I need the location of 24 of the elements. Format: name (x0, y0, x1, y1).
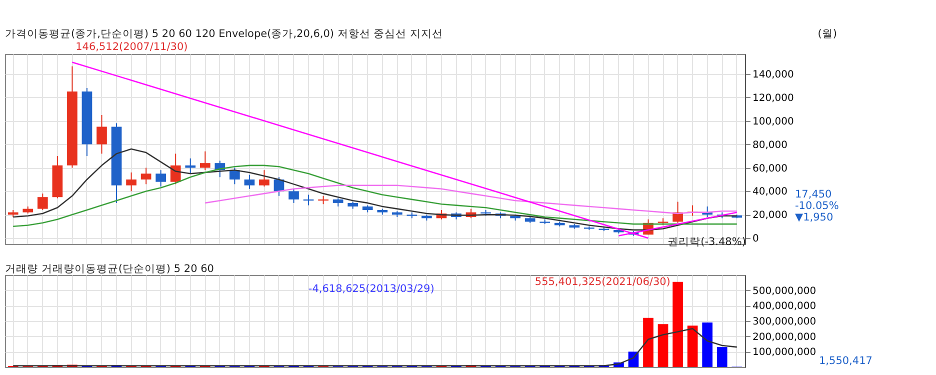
annotation: -4,618,625(2013/03/29) (308, 283, 434, 295)
y-tick-label: 20,000 (752, 210, 788, 222)
y-tick-label: 140,000 (752, 69, 794, 80)
text: (월) (818, 28, 837, 40)
text: -10.05% (795, 200, 839, 212)
y-tick-label: 120,000 (752, 92, 794, 104)
y-tick-label: 400,000,000 (752, 301, 816, 312)
text: ▼1,950 (795, 211, 834, 224)
text: 1,550,417 (819, 355, 872, 367)
text: 17,450 (795, 188, 832, 201)
y-tick-label: 100,000,000 (752, 347, 816, 358)
y-tick-label: 40,000 (752, 186, 788, 198)
text: 146,512(2007/11/30) (76, 41, 188, 53)
annotation: 권리락(-3.48%) (668, 236, 746, 248)
y-tick-label: 60,000 (752, 163, 788, 174)
annotation: 555,401,325(2021/06/30) (534, 276, 670, 288)
y-tick-label: 500,000,000 (752, 286, 816, 297)
y-tick-label: 80,000 (752, 140, 788, 151)
text: 거래량 거래량이동평균(단순이평) 5 20 60 (5, 263, 214, 275)
text: 가격이동평균(종가,단순이평) 5 20 60 120 Envelope(종가,20,6,0) 저항선 중심선 지지선 (5, 28, 444, 40)
y-tick-label: 0 (752, 234, 759, 245)
y-tick-label: 200,000,000 (752, 332, 816, 343)
y-tick-label: 100,000 (752, 116, 794, 128)
y-tick-label: 300,000,000 (752, 316, 816, 328)
